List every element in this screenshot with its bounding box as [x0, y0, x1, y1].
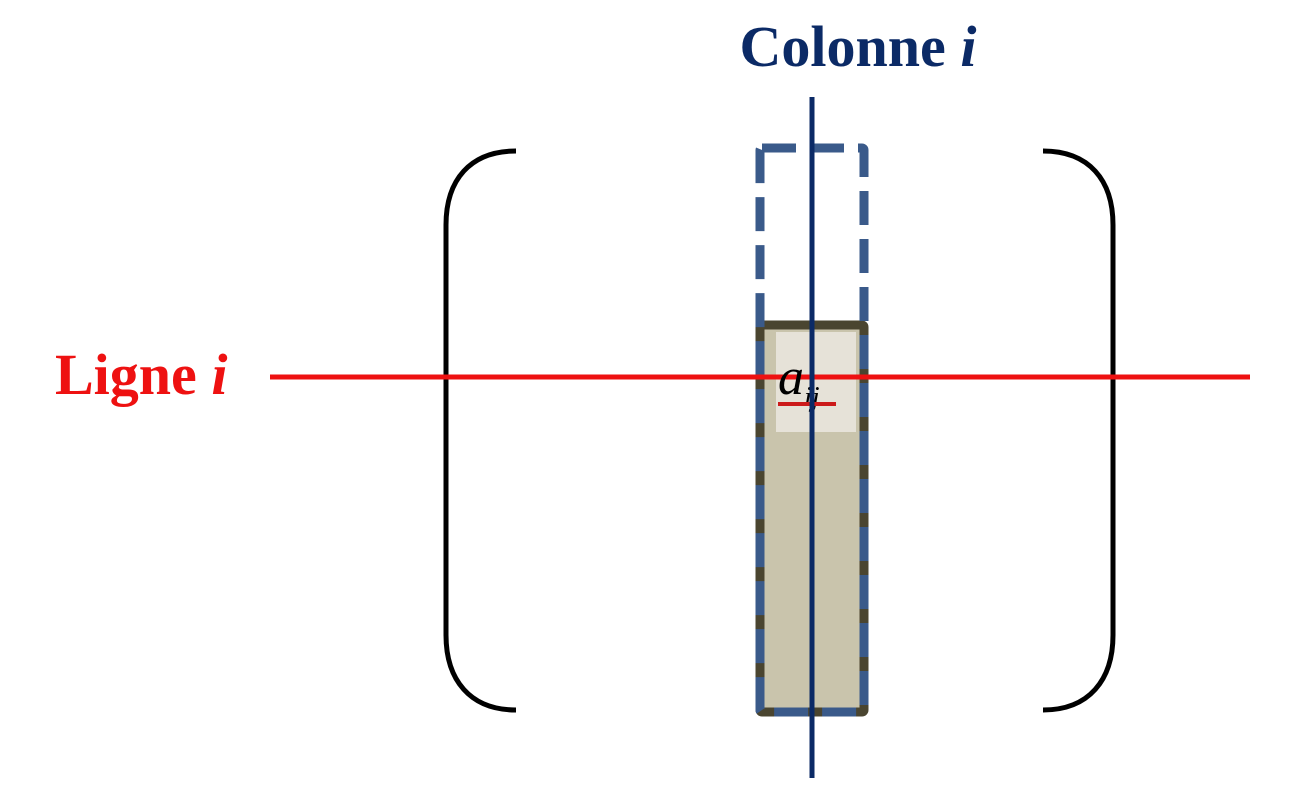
row-label-var: i	[211, 342, 227, 407]
element-base: a	[778, 349, 804, 406]
row-label: Ligne i	[55, 342, 227, 407]
right-bracket	[1042, 148, 1116, 713]
column-label-var: i	[960, 14, 976, 79]
element-cell	[776, 332, 856, 432]
column-label-text: Colonne	[740, 14, 961, 79]
row-label-text: Ligne	[55, 342, 211, 407]
column-label: Colonne i	[740, 14, 977, 79]
left-bracket	[443, 148, 517, 713]
